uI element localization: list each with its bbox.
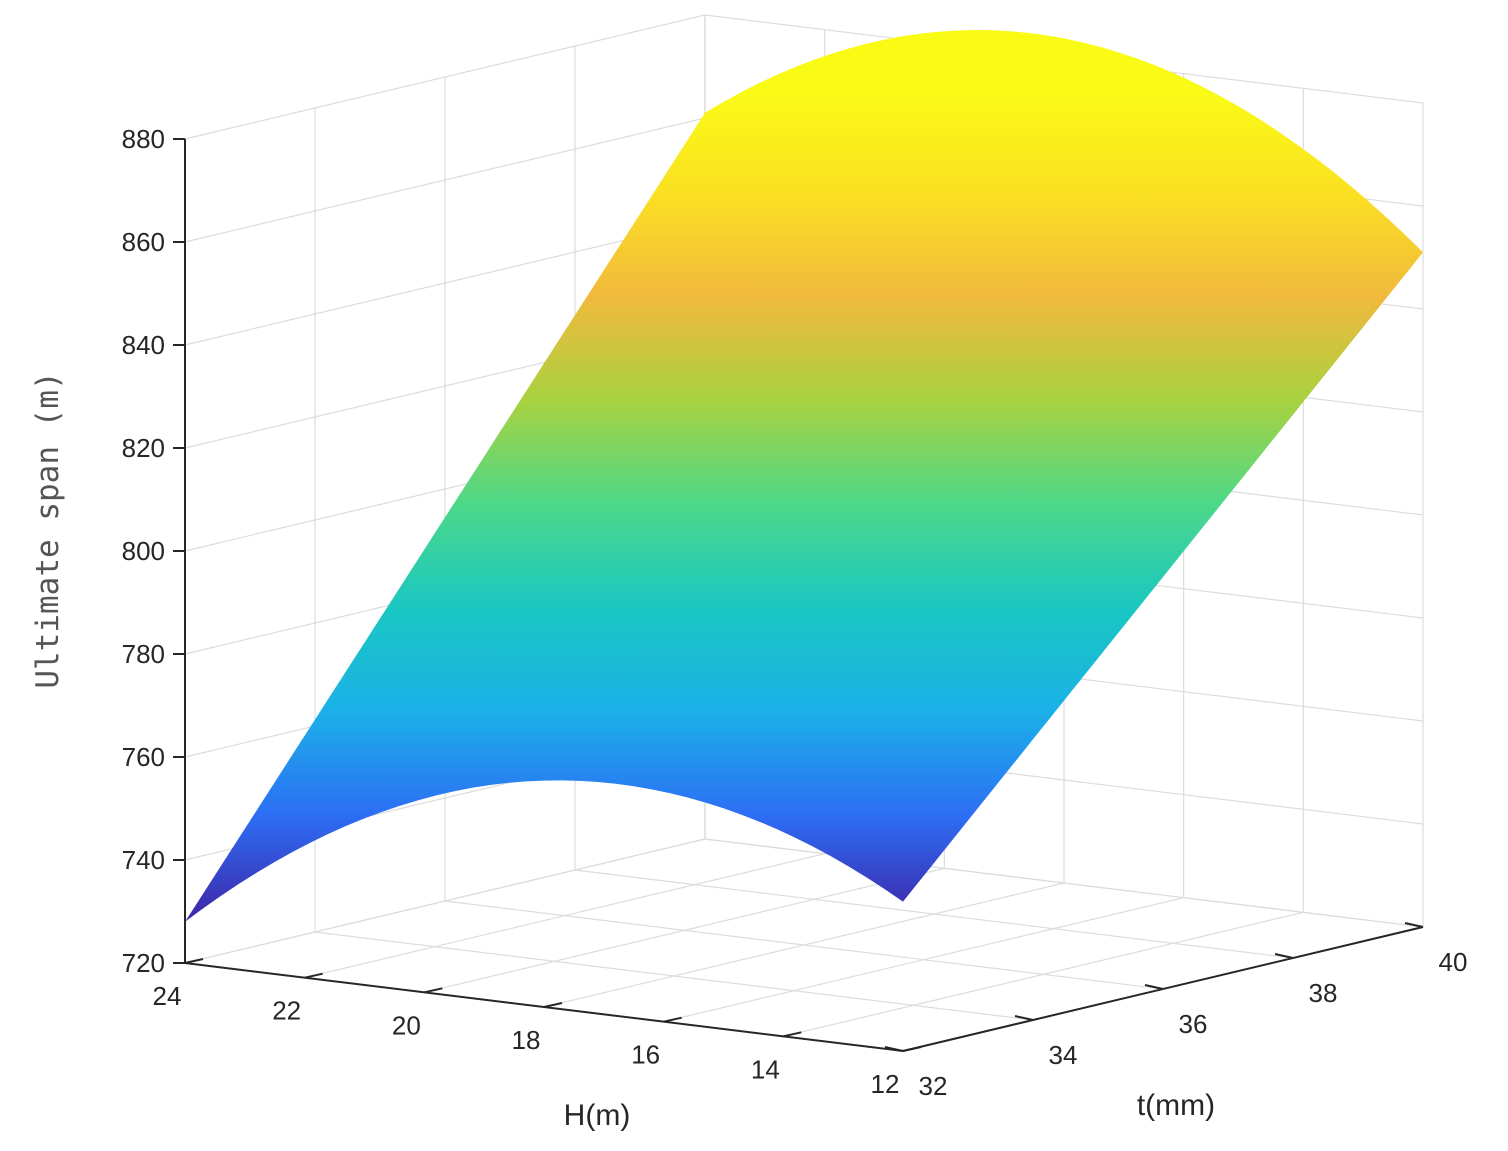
y-tick [1144,984,1164,990]
x-tick [304,972,323,979]
z-axis-label: Ultimate span (m) [30,371,66,688]
grid-line-floor-t [314,931,1034,1021]
z-tick-label: 840 [122,330,165,360]
x-tick [424,987,443,994]
z-tick-label: 720 [122,948,165,978]
x-tick [902,1046,922,1052]
label-layer: H(m) t(mm) Ultimate span (m) [30,371,1215,1132]
z-tick-label: 820 [122,433,165,463]
z-tick-label: 740 [122,845,165,875]
y-tick [884,1046,904,1052]
y-axis-label: t(mm) [1137,1089,1215,1122]
x-tick [783,1031,802,1038]
grid-line-floor-t [444,900,1164,990]
z-tick-label: 760 [122,742,165,772]
y-tick [1014,1015,1034,1021]
x-tick [663,1016,682,1023]
z-tick-label: 880 [122,124,165,154]
x-tick-label: 14 [751,1054,780,1084]
y-tick-label: 32 [919,1071,948,1101]
y-tick-label: 40 [1439,947,1468,977]
z-tick-label: 800 [122,536,165,566]
y-tick [1274,953,1294,959]
x-tick-label: 24 [153,981,182,1011]
x-tick-label: 22 [272,996,301,1026]
x-tick-label: 20 [392,1010,421,1040]
y-tick-label: 34 [1049,1040,1078,1070]
grid-line-floor-t [704,838,1424,928]
x-axis-label: H(m) [564,1099,631,1132]
tick-layer: 720 740 760 780 800 820 840 860 880 24 22 20 18 16 14 1… [122,124,1468,1101]
surface-layer [185,30,1423,922]
y-tick-label: 36 [1179,1009,1208,1039]
z-tick-label: 860 [122,227,165,257]
surface [185,30,1423,922]
y-tick-label: 38 [1309,978,1338,1008]
x-tick [543,1002,563,1008]
x-tick-label: 16 [631,1040,660,1070]
x-tick-label: 12 [871,1069,900,1099]
z-tick-label: 780 [122,639,165,669]
grid-line-floor-t [574,869,1294,959]
x-tick-label: 18 [512,1025,541,1055]
y-tick [1404,922,1424,928]
x-tick [184,958,204,964]
